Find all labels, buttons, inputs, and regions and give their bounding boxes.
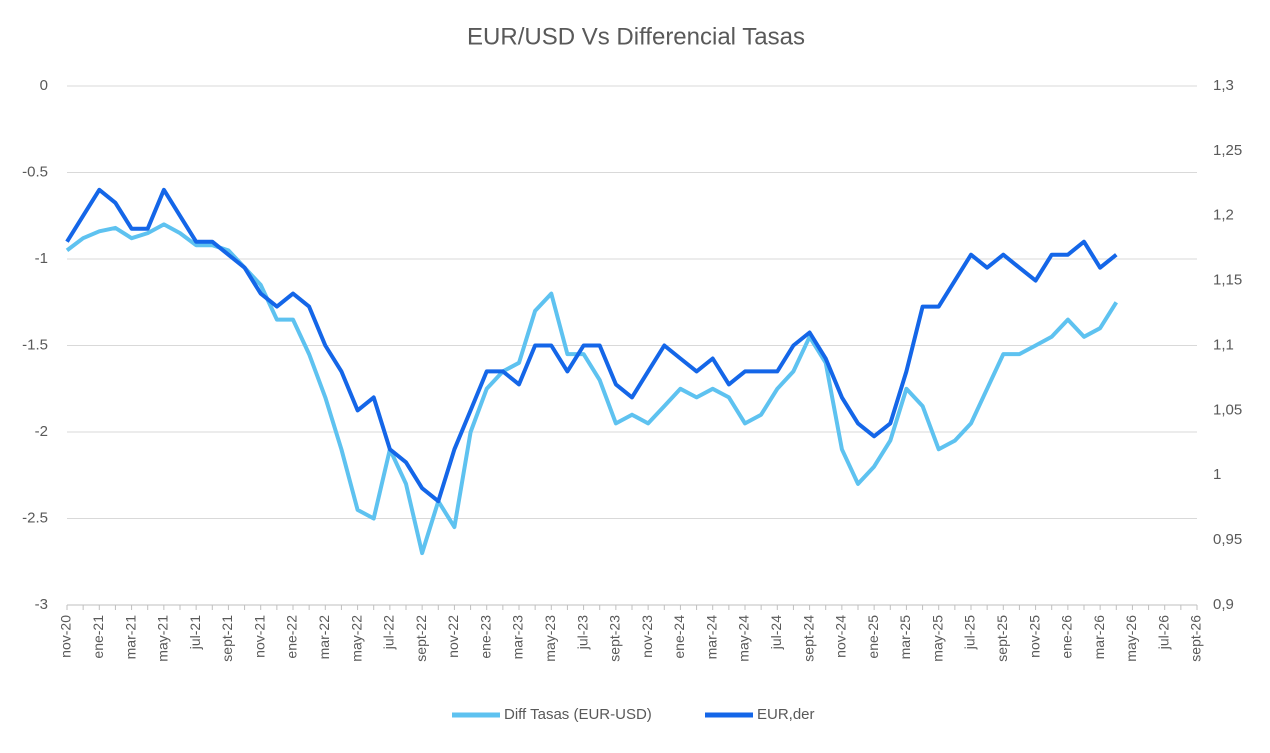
- x-tick-label: jul-24: [768, 615, 784, 650]
- x-tick-label: jul-26: [1155, 615, 1171, 650]
- y-tick-label: -1: [35, 250, 48, 267]
- y2-tick-label: 0,9: [1213, 596, 1234, 613]
- x-tick-label: nov-24: [833, 615, 849, 658]
- y2-tick-label: 1,3: [1213, 77, 1234, 94]
- x-tick-label: mar-24: [703, 615, 719, 660]
- chart-title: EUR/USD Vs Differencial Tasas: [467, 23, 805, 50]
- x-tick-label: sept-25: [994, 615, 1010, 662]
- x-tick-label: mar-25: [897, 615, 913, 660]
- y2-tick-label: 1,25: [1213, 142, 1242, 159]
- x-tick-label: jul-21: [187, 615, 203, 650]
- x-tick-label: nov-25: [1026, 615, 1042, 658]
- x-tick-label: may-25: [929, 615, 945, 662]
- x-tick-label: jul-23: [574, 615, 590, 650]
- x-tick-label: sept-23: [607, 615, 623, 662]
- x-tick-label: mar-21: [122, 615, 138, 660]
- x-tick-label: nov-22: [445, 615, 461, 658]
- legend-label: EUR,der: [757, 706, 815, 723]
- y-tick-label: -0.5: [22, 163, 48, 180]
- x-tick-label: sept-21: [219, 615, 235, 662]
- y2-tick-label: 0,95: [1213, 531, 1242, 548]
- x-tick-label: jul-22: [381, 615, 397, 650]
- x-tick-label: nov-21: [251, 615, 267, 658]
- x-tick-label: may-24: [736, 615, 752, 662]
- x-tick-label: ene-23: [477, 615, 493, 659]
- x-tick-label: may-23: [542, 615, 558, 662]
- y2-tick-label: 1,15: [1213, 272, 1242, 289]
- x-tick-label: mar-23: [510, 615, 526, 660]
- series-line: [65, 187, 1118, 504]
- x-tick-label: ene-24: [671, 615, 687, 659]
- y2-tick-label: 1: [1213, 466, 1221, 483]
- x-tick-label: mar-22: [316, 615, 332, 660]
- x-tick-label: nov-20: [58, 615, 74, 658]
- legend-label: Diff Tasas (EUR-USD): [504, 706, 652, 723]
- y-tick-label: -2: [35, 423, 48, 440]
- y-tick-label: -3: [35, 596, 48, 613]
- x-tick-label: ene-25: [865, 615, 881, 659]
- y-tick-label: -2.5: [22, 509, 48, 526]
- x-tick-label: sept-22: [413, 615, 429, 662]
- x-tick-label: sept-26: [1188, 615, 1204, 662]
- y2-tick-label: 1,2: [1213, 207, 1234, 224]
- x-tick-label: may-26: [1123, 615, 1139, 662]
- x-tick-label: ene-22: [284, 615, 300, 659]
- x-tick-label: sept-24: [800, 615, 816, 662]
- x-tick-label: mar-26: [1091, 615, 1107, 660]
- x-tick-label: jul-25: [962, 615, 978, 650]
- y-tick-label: -1.5: [22, 336, 48, 353]
- y2-tick-label: 1,1: [1213, 336, 1234, 353]
- x-tick-label: nov-23: [639, 615, 655, 658]
- x-tick-label: ene-26: [1059, 615, 1075, 659]
- x-tick-label: may-22: [348, 615, 364, 662]
- y-tick-label: 0: [40, 77, 48, 94]
- x-tick-label: ene-21: [90, 615, 106, 659]
- x-tick-label: may-21: [155, 615, 171, 662]
- y2-tick-label: 1,05: [1213, 401, 1242, 418]
